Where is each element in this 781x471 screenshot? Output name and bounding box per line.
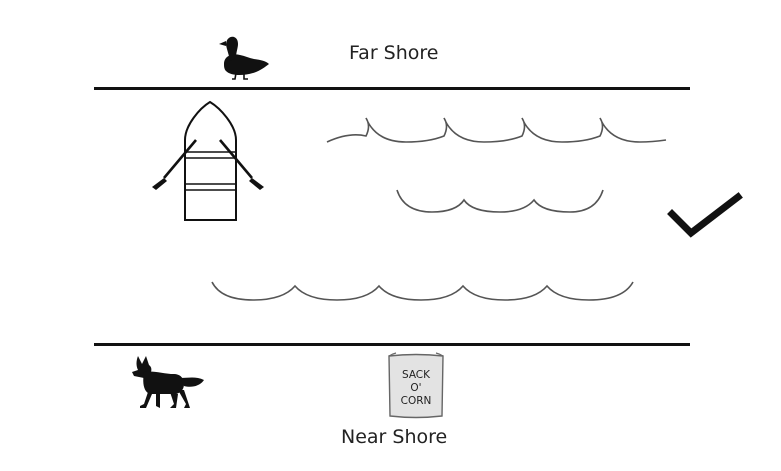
fox-icon[interactable] [130, 352, 206, 410]
sack-label-line1: SACK [402, 369, 431, 381]
near-shore-line [94, 343, 690, 346]
near-shore-label: Near Shore [341, 426, 448, 448]
far-shore-label: Far Shore [349, 42, 439, 64]
wave-row-middle [396, 186, 606, 216]
sack-of-corn-icon[interactable]: SACK O' CORN [386, 352, 446, 420]
far-shore-line [94, 87, 690, 90]
wave-row-top [326, 114, 668, 148]
sack-label-line3: CORN [401, 395, 432, 407]
wave-row-bottom [211, 278, 635, 306]
sack-label-line2: O' [410, 382, 421, 394]
duck-icon[interactable] [218, 34, 270, 80]
checkmark-icon [666, 192, 744, 248]
rowboat-icon[interactable] [150, 100, 268, 225]
